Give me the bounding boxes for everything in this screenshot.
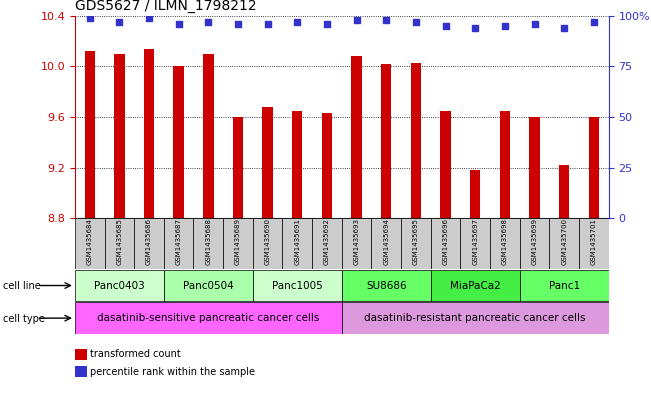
Text: GSM1435699: GSM1435699	[532, 218, 538, 264]
Text: GSM1435698: GSM1435698	[502, 218, 508, 264]
Bar	[460, 218, 490, 269]
Bar	[342, 270, 431, 301]
Text: cell type: cell type	[3, 314, 45, 324]
Text: percentile rank within the sample: percentile rank within the sample	[90, 367, 255, 377]
Bar	[173, 66, 184, 218]
Point	[411, 18, 421, 25]
Text: GSM1435686: GSM1435686	[146, 218, 152, 264]
Bar	[490, 218, 519, 269]
Text: Panc1005: Panc1005	[272, 281, 323, 290]
Text: SU8686: SU8686	[366, 281, 407, 290]
Bar	[262, 107, 273, 218]
Text: MiaPaCa2: MiaPaCa2	[450, 281, 501, 290]
Bar	[559, 165, 570, 218]
Bar	[372, 218, 401, 269]
Bar	[322, 113, 332, 218]
Bar	[164, 270, 253, 301]
Text: transformed count: transformed count	[90, 349, 180, 359]
Point	[262, 21, 273, 27]
Text: GSM1435688: GSM1435688	[205, 218, 212, 264]
Text: GSM1435684: GSM1435684	[87, 218, 92, 264]
Point	[85, 15, 95, 21]
Bar	[233, 117, 243, 218]
Text: cell line: cell line	[3, 281, 41, 291]
Point	[470, 25, 480, 31]
Point	[292, 18, 303, 25]
Text: GSM1435690: GSM1435690	[265, 218, 271, 264]
Bar	[401, 218, 431, 269]
Text: GDS5627 / ILMN_1798212: GDS5627 / ILMN_1798212	[75, 0, 256, 13]
Text: GSM1435695: GSM1435695	[413, 218, 419, 264]
Bar	[134, 218, 164, 269]
Bar	[105, 218, 134, 269]
Point	[203, 18, 214, 25]
Point	[381, 17, 391, 23]
Text: GSM1435696: GSM1435696	[443, 218, 449, 264]
Bar	[440, 110, 450, 218]
Text: dasatinib-sensitive pancreatic cancer cells: dasatinib-sensitive pancreatic cancer ce…	[97, 313, 320, 323]
Bar	[75, 218, 105, 269]
Text: GSM1435693: GSM1435693	[353, 218, 359, 264]
Bar	[164, 218, 193, 269]
Text: GSM1435700: GSM1435700	[561, 218, 567, 264]
Point	[589, 18, 599, 25]
Bar	[381, 64, 391, 218]
Bar	[114, 54, 124, 218]
Bar	[529, 117, 540, 218]
Text: dasatinib-resistant pancreatic cancer cells: dasatinib-resistant pancreatic cancer ce…	[365, 313, 586, 323]
Point	[529, 21, 540, 27]
Point	[559, 25, 570, 31]
Bar	[85, 51, 95, 218]
Bar	[193, 218, 223, 269]
Text: GSM1435697: GSM1435697	[472, 218, 478, 264]
Bar	[75, 270, 164, 301]
Bar	[144, 49, 154, 218]
Bar	[431, 270, 519, 301]
Bar	[75, 303, 342, 334]
Text: Panc0403: Panc0403	[94, 281, 145, 290]
Bar	[283, 218, 312, 269]
Bar	[342, 218, 372, 269]
Bar	[292, 110, 303, 218]
Text: GSM1435692: GSM1435692	[324, 218, 330, 264]
Bar	[411, 62, 421, 218]
Bar	[589, 117, 599, 218]
Bar	[223, 218, 253, 269]
Bar	[312, 218, 342, 269]
Text: GSM1435691: GSM1435691	[294, 218, 300, 264]
Point	[352, 17, 362, 23]
Bar	[500, 110, 510, 218]
Point	[233, 21, 243, 27]
Bar	[431, 218, 460, 269]
Text: Panc1: Panc1	[549, 281, 580, 290]
Text: GSM1435687: GSM1435687	[176, 218, 182, 264]
Point	[500, 23, 510, 29]
Bar	[253, 270, 342, 301]
Bar	[519, 218, 549, 269]
Text: GSM1435689: GSM1435689	[235, 218, 241, 264]
Point	[114, 18, 124, 25]
Point	[322, 21, 332, 27]
Bar	[579, 218, 609, 269]
Bar	[549, 218, 579, 269]
Text: GSM1435701: GSM1435701	[591, 218, 597, 264]
Text: GSM1435685: GSM1435685	[117, 218, 122, 264]
Point	[144, 15, 154, 21]
Bar	[253, 218, 283, 269]
Point	[173, 21, 184, 27]
Text: Panc0504: Panc0504	[183, 281, 234, 290]
Bar	[203, 54, 214, 218]
Point	[440, 23, 450, 29]
Bar	[352, 56, 362, 218]
Text: GSM1435694: GSM1435694	[383, 218, 389, 264]
Bar	[342, 303, 609, 334]
Bar	[470, 170, 480, 218]
Bar	[519, 270, 609, 301]
